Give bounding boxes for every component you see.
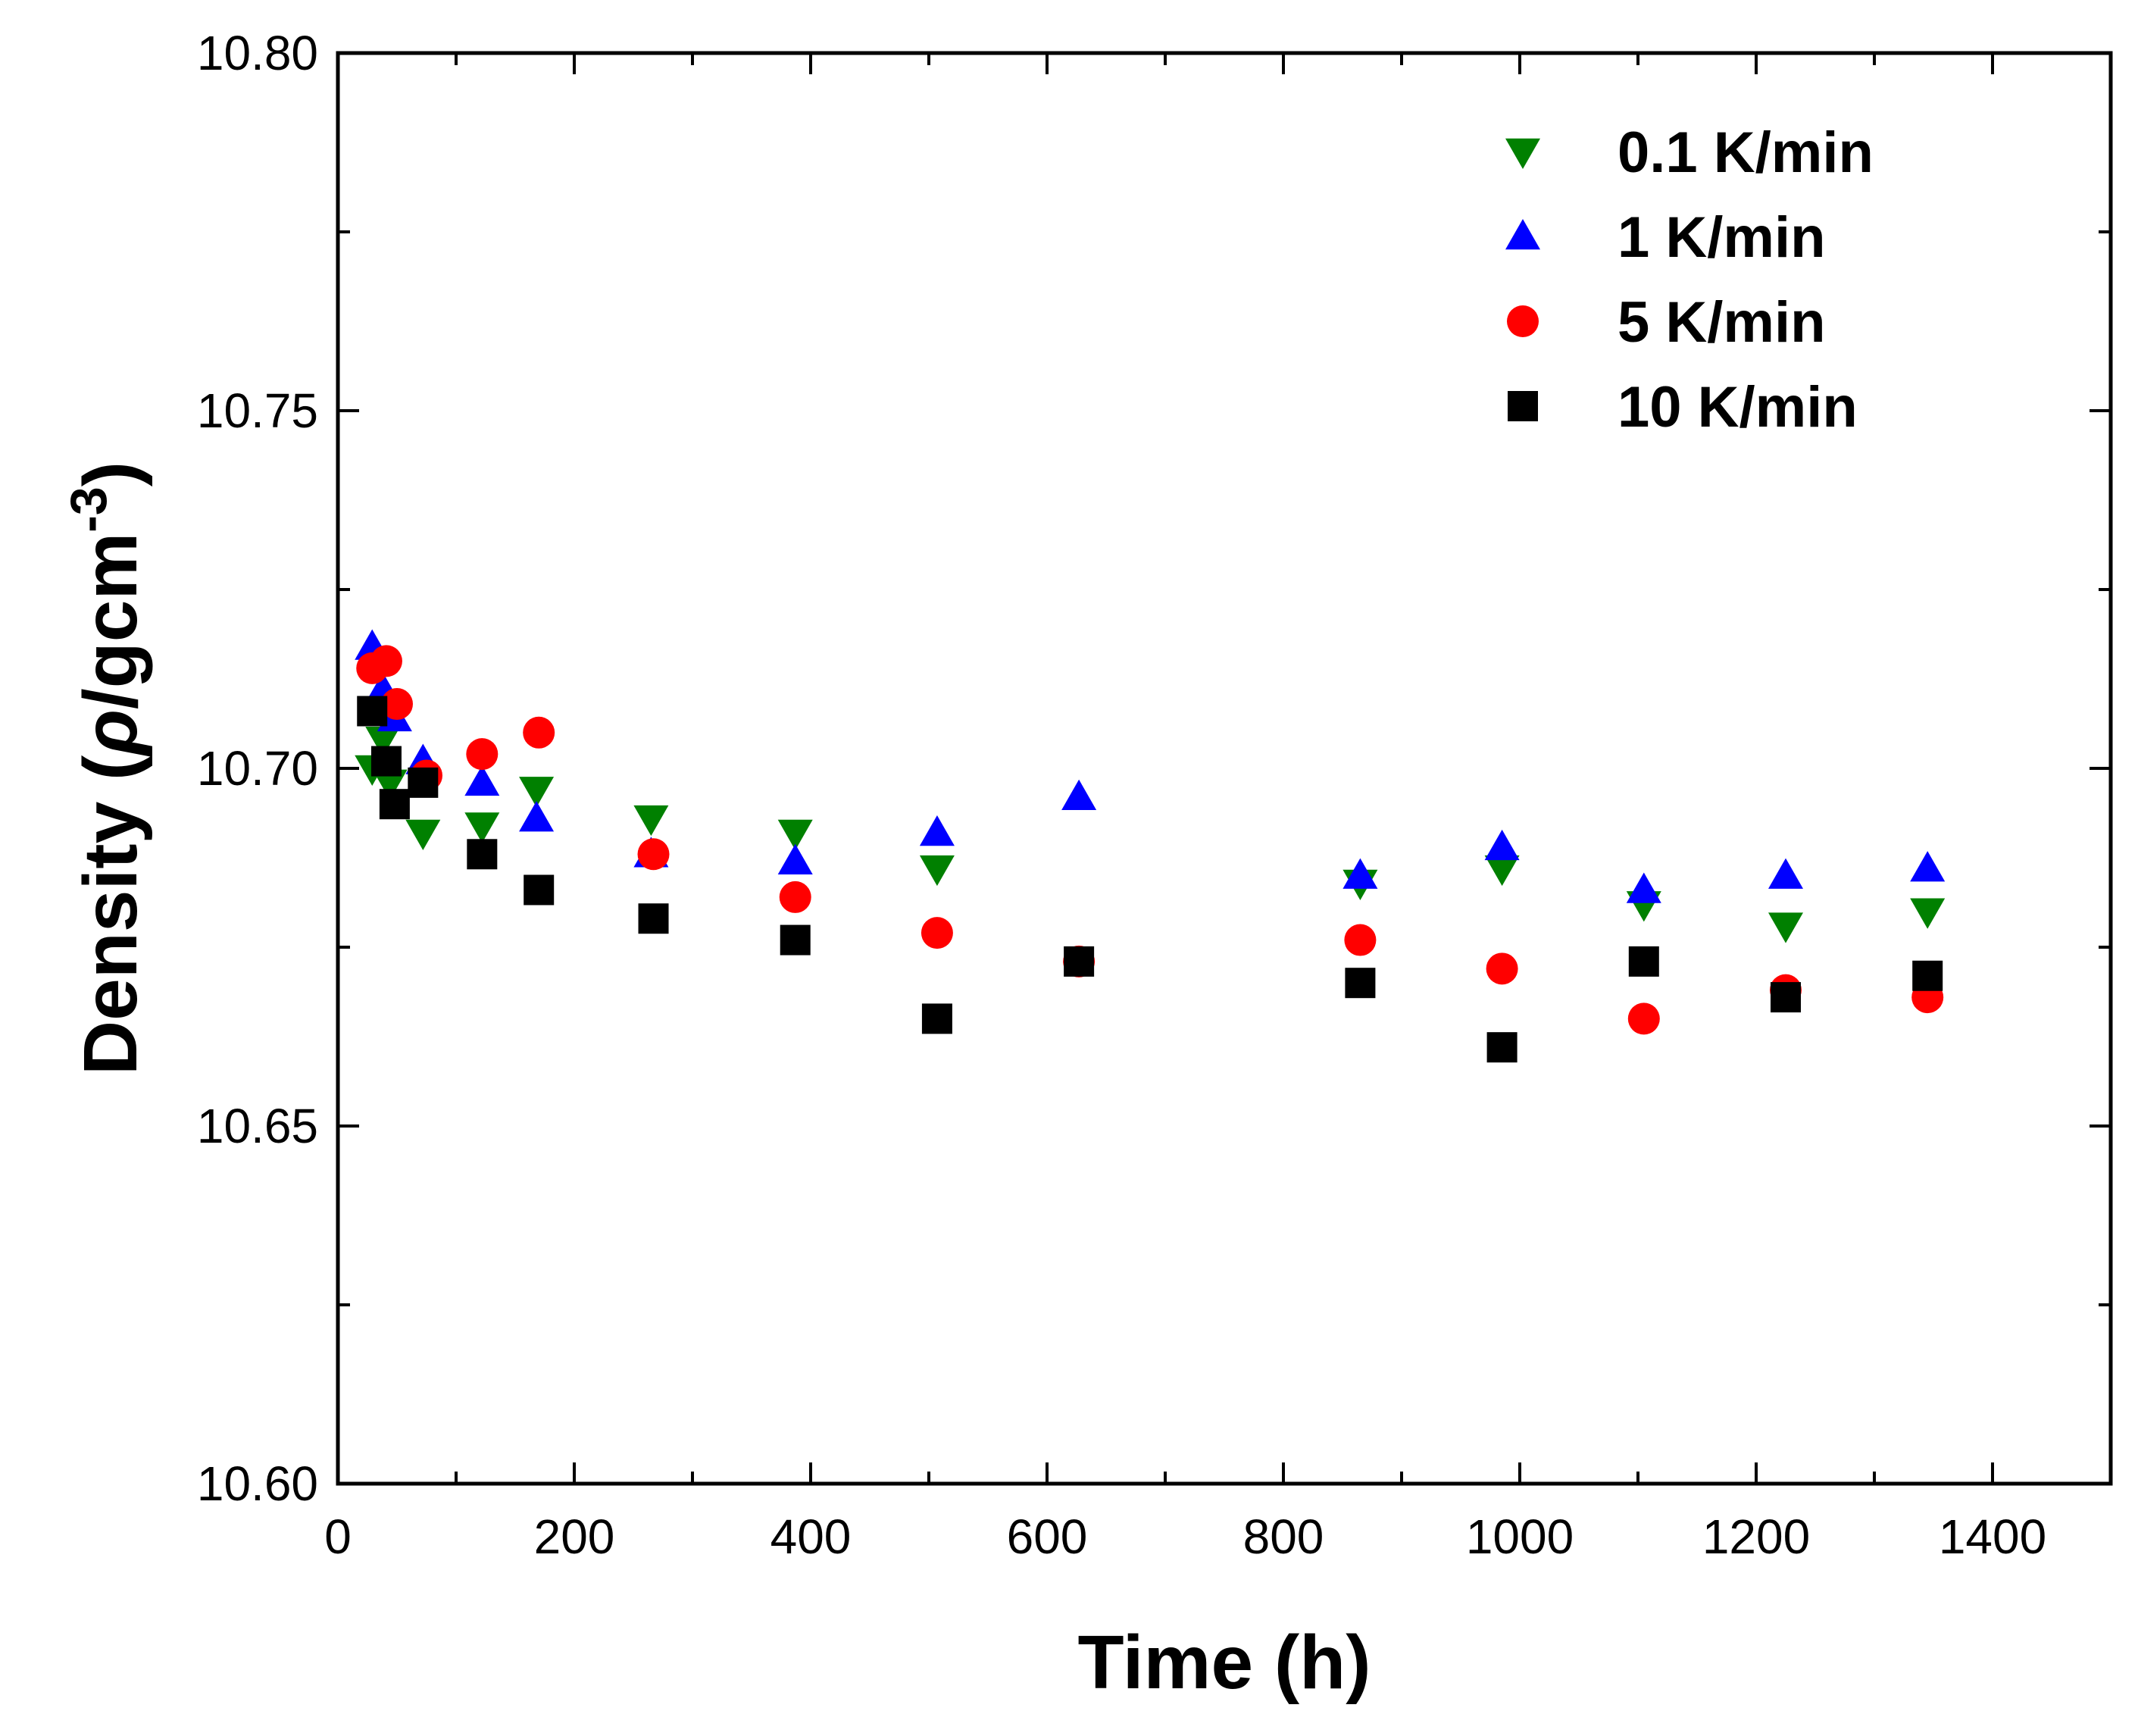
x-tick-label: 800 <box>1243 1509 1324 1564</box>
data-point <box>1768 858 1803 889</box>
y-axis-title-exponent: -3 <box>60 486 117 532</box>
plot-frame <box>336 51 2113 1486</box>
x-tick-label: 400 <box>770 1509 852 1564</box>
series-2 <box>356 645 1944 1035</box>
x-tick-label: 1400 <box>1939 1509 2046 1564</box>
data-point <box>919 815 955 846</box>
legend-label: 0.1 K/min <box>1618 120 1874 185</box>
data-point <box>1484 855 1520 887</box>
data-point <box>357 696 388 727</box>
y-axis-title-suffix: ) <box>68 461 153 486</box>
axis-ticks <box>336 52 2112 1485</box>
axis-tick-labels: 0 200 400 600 800 1000 1200 1400 10.60 10.65 10.70… <box>197 26 2046 1564</box>
data-point <box>638 903 669 934</box>
y-axis-title-unit: /gcm <box>68 533 153 709</box>
legend-marker <box>1505 138 1540 169</box>
data-point <box>519 801 555 832</box>
data-point <box>1910 898 1946 929</box>
x-tick-label: 600 <box>1007 1509 1088 1564</box>
data-point <box>1061 779 1097 811</box>
x-tick-label: 0 <box>324 1509 352 1564</box>
y-tick-label: 10.70 <box>197 741 318 796</box>
data-point <box>523 716 555 749</box>
data-point <box>919 855 955 887</box>
data-point <box>370 746 402 777</box>
data-point <box>1628 946 1659 977</box>
legend: 0.1 K/min 1 K/min 5 K/min 10 K/min <box>1505 120 1874 439</box>
x-axis-title: Time (h) <box>1077 1620 1371 1705</box>
data-point <box>1064 946 1095 977</box>
data-point <box>524 874 555 906</box>
data-point <box>1344 924 1377 956</box>
data-point <box>921 917 953 949</box>
data-point <box>637 838 670 871</box>
legend-label: 10 K/min <box>1618 375 1858 439</box>
y-axis-title-symbol: ρ <box>68 709 153 758</box>
series-0 <box>355 726 1946 943</box>
data-point <box>408 767 439 798</box>
y-axis-title-prefix: Density ( <box>68 755 153 1075</box>
data-point <box>1486 952 1518 985</box>
legend-marker <box>1505 219 1540 250</box>
data-point <box>365 726 401 758</box>
data-point <box>466 738 499 771</box>
data-point <box>405 819 441 850</box>
data-point <box>1627 1003 1660 1035</box>
legend-marker <box>1508 391 1538 421</box>
data-point <box>519 777 555 808</box>
data-point <box>777 819 813 850</box>
data-point <box>464 765 500 796</box>
data-point <box>1910 851 1946 882</box>
data-point <box>370 645 402 677</box>
series-1 <box>355 629 1946 903</box>
data-point <box>1484 829 1520 861</box>
data-point <box>779 881 811 913</box>
data-point <box>467 839 498 870</box>
data-point <box>1771 982 1801 1013</box>
data-point <box>780 924 811 956</box>
legend-label: 5 K/min <box>1618 290 1826 355</box>
x-tick-label: 1200 <box>1702 1509 1810 1564</box>
y-axis-title: Density (ρ/gcm-3) <box>60 461 153 1075</box>
y-tick-label: 10.65 <box>197 1099 318 1153</box>
series-3 <box>357 696 1943 1063</box>
x-tick-label: 200 <box>534 1509 615 1564</box>
y-tick-label: 10.60 <box>197 1456 318 1511</box>
data-point <box>372 769 408 800</box>
data-point <box>1768 912 1803 943</box>
data-point <box>777 843 813 874</box>
legend-marker <box>1507 305 1539 337</box>
y-tick-label: 10.80 <box>197 26 318 80</box>
data-point <box>633 805 669 837</box>
data-markers <box>355 629 1946 1063</box>
data-point <box>1345 968 1376 999</box>
data-point <box>1486 1032 1518 1063</box>
legend-label: 1 K/min <box>1618 205 1826 270</box>
data-point <box>379 789 410 820</box>
y-tick-label: 10.75 <box>197 383 318 438</box>
data-point <box>1343 858 1378 889</box>
data-point <box>1626 872 1661 903</box>
data-point <box>464 812 500 843</box>
x-tick-label: 1000 <box>1466 1509 1574 1564</box>
data-point <box>1912 960 1943 991</box>
data-point <box>921 1003 952 1034</box>
data-point <box>381 688 413 721</box>
